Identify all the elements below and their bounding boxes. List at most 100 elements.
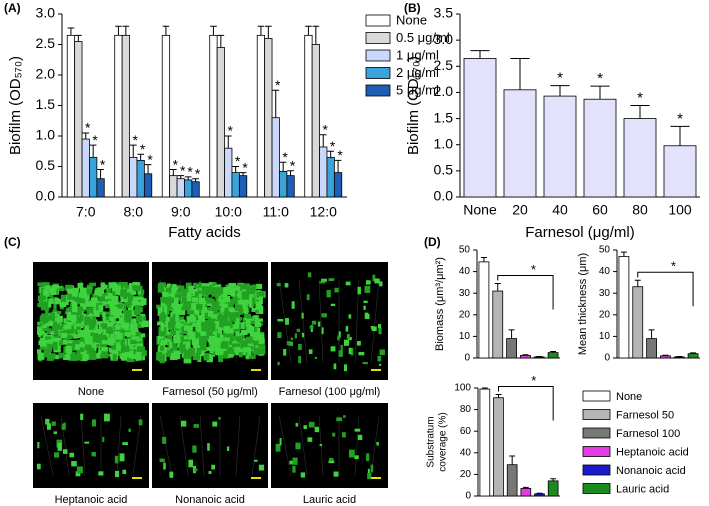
legend-swatch [582,483,611,494]
y-tick-label: 2.5 [434,57,454,73]
biofilm-cluster [70,351,76,361]
bar [333,172,343,198]
biofilm-cluster [97,299,103,307]
biofilm-cluster [91,452,96,457]
biofilm-cluster [234,311,240,321]
error-bar [494,282,501,292]
biofilm-cluster [66,325,74,334]
significance-mark: * [173,156,179,172]
biofilm-cluster [242,317,248,325]
biofilm-cluster [232,286,240,291]
biofilm-cluster [364,312,369,319]
error-bar [287,170,294,176]
biofilm-cluster [160,296,169,302]
biofilm-cluster [135,351,142,361]
significance-mark: * [133,132,139,148]
biofilm-cluster [348,336,352,341]
biofilm-cluster [208,282,216,286]
biofilm-cluster [343,364,347,372]
bar [216,47,225,198]
biofilm-cluster [53,452,60,458]
biofilm-cluster [298,343,302,351]
biofilm-cluster [62,449,68,454]
biofilm-cluster [301,312,304,319]
legend-label: Nonanoic acid [616,465,686,477]
biofilm-cluster [133,285,141,292]
biofilm-cluster [201,322,210,331]
micrograph-grid [132,415,142,476]
biofilm-cluster [92,306,100,314]
biofilm-cluster [243,313,251,318]
biofilm-cluster [194,313,199,319]
error-bar [550,85,570,97]
biofilm-cluster [165,301,173,310]
biofilm-cluster [103,318,109,325]
x-tick-label: 20 [512,202,528,218]
biofilm-cluster [47,339,53,344]
biofilm-cluster [218,341,223,346]
biofilm-cluster [254,459,258,462]
biofilm-cluster [254,335,258,341]
image-caption: Farnesol (100 μg/ml) [279,386,381,398]
legend-swatch [582,464,611,476]
biofilm-cluster [56,310,62,314]
biofilm-cluster [139,306,143,313]
x-tick-label: 12:0 [310,204,337,220]
biofilm-cluster [177,332,183,336]
biofilm-cluster [121,345,130,352]
biofilm-cluster [232,335,239,345]
bar [492,290,504,359]
biofilm-cluster [340,344,343,351]
biofilm-cluster [63,318,68,326]
biofilm-cluster [245,318,251,327]
biofilm-cluster [258,342,265,348]
biofilm-cluster [203,301,207,309]
biofilm-cluster [77,297,86,304]
biofilm-cluster [198,332,202,337]
biofilm-cluster [277,318,284,322]
biofilm-cluster [39,343,44,348]
significance-mark: * [531,373,536,388]
significance-mark: * [180,162,186,178]
biofilm-cluster [183,336,189,340]
biofilm-cluster [122,329,127,334]
biofilm-cluster [186,327,193,336]
biofilm-cluster [328,278,335,282]
biofilm-cluster [180,420,187,427]
biofilm-cluster [201,306,208,312]
biofilm-cluster [90,341,95,350]
biofilm-cluster [127,305,134,315]
y-tick-label: 40 [459,266,471,277]
biofilm-cluster [86,330,95,336]
biofilm-cluster [119,317,124,322]
error-bar [137,153,144,161]
biofilm-cluster [275,443,281,452]
biofilm-cluster [356,340,361,346]
biofilm-cluster [192,309,199,315]
y-tick-label: 0.5 [36,157,56,173]
biofilm-cluster [206,302,213,306]
biofilm-cluster [370,464,374,473]
significance-bracket [637,271,694,307]
biofilm-cluster [219,322,226,326]
biofilm-cluster [52,328,57,336]
biofilm-cluster [46,343,52,352]
biofilm-cluster [330,303,336,307]
biofilm-cluster [173,330,180,334]
biofilm-cluster [178,307,186,316]
biofilm-cluster [306,294,310,301]
error-bar [508,329,515,339]
y-tick-label: 50 [599,245,611,256]
biofilm-cluster [291,301,295,309]
y-tick-label: 3.5 [434,5,454,21]
biofilm-cluster [171,301,176,308]
biofilm-cluster [158,282,166,287]
image-caption: Nonanoic acid [175,494,245,506]
biofilm-cluster [171,284,177,293]
significance-mark: * [242,159,248,175]
biofilm-cluster [48,334,55,342]
biofilm-cluster [292,465,296,473]
biofilm-cluster [134,323,141,328]
biofilm-cluster [159,458,165,462]
biofilm-cluster [188,285,194,295]
